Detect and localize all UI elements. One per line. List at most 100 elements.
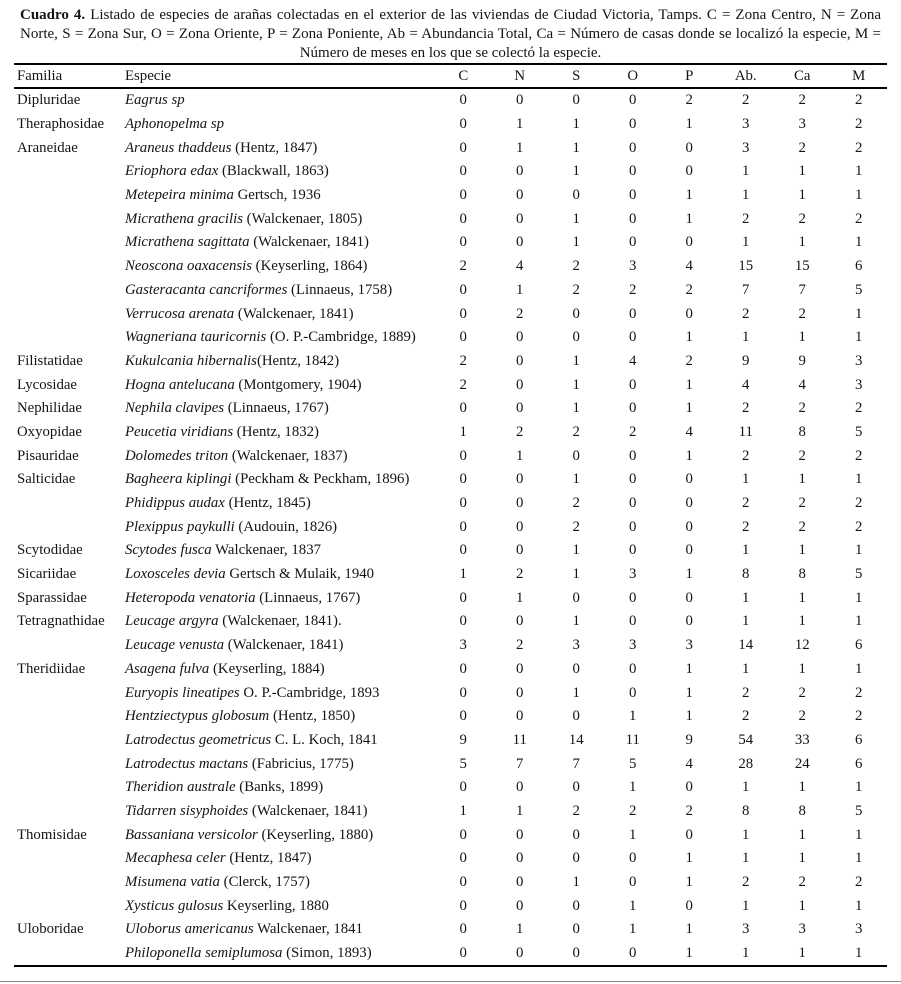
count-cell: 0 [516, 210, 524, 227]
familia-cell [14, 279, 122, 303]
count-cell: 1 [798, 589, 806, 606]
count-cell: 0 [516, 329, 524, 346]
especie-cell: Plexippus paykulli (Audouin, 1826) [125, 518, 338, 535]
count-cell: 3 [742, 116, 750, 133]
count-cell: 5 [459, 755, 467, 772]
species-name: Asagena fulva [125, 660, 210, 677]
count-cell: 5 [855, 423, 863, 440]
col-header-s: S [548, 64, 605, 89]
count-cell: 1 [572, 116, 580, 133]
count-cell: 2 [572, 495, 580, 512]
familia-cell [14, 871, 122, 895]
count-cell: 3 [629, 566, 637, 583]
count-cell: 2 [685, 802, 693, 819]
count-cell: 0 [629, 850, 637, 867]
count-cell: 2 [855, 874, 863, 891]
count-cell: 2 [685, 92, 693, 109]
count-cell: 3 [629, 258, 637, 275]
count-cell: 2 [855, 210, 863, 227]
count-cell: 0 [685, 589, 693, 606]
col-header-familia: Familia [14, 64, 122, 89]
count-cell: 2 [798, 305, 806, 322]
count-cell: 0 [516, 495, 524, 512]
familia-cell [14, 752, 122, 776]
especie-cell: Leucage argyra (Walckenaer, 1841). [125, 613, 342, 630]
col-header-ab: Ab. [717, 64, 774, 89]
especie-cell: Misumena vatia (Clerck, 1757) [125, 874, 310, 891]
count-cell: 2 [516, 305, 524, 322]
count-cell: 2 [742, 447, 750, 464]
count-cell: 1 [855, 305, 863, 322]
especie-cell: Metepeira minima Gertsch, 1936 [125, 187, 321, 204]
count-cell: 0 [516, 708, 524, 725]
count-cell: 0 [629, 329, 637, 346]
count-cell: 1 [798, 660, 806, 677]
count-cell: 0 [629, 92, 637, 109]
especie-cell: Eagrus sp [122, 88, 435, 113]
familia-cell [14, 847, 122, 871]
count-cell: 0 [459, 874, 467, 891]
count-cell: 2 [629, 281, 637, 298]
count-cell: 1 [572, 139, 580, 156]
count-cell: 1 [855, 660, 863, 677]
species-name: Tidarren sisyphoides [125, 802, 249, 819]
col-header-especie: Especie [122, 64, 435, 89]
count-cell: 1 [572, 684, 580, 701]
count-cell: 7 [572, 755, 580, 772]
table-row: Uloboridae Uloborus americanus Walckenaer… [14, 918, 887, 942]
count-cell: 4 [516, 258, 524, 275]
count-cell: 1 [798, 329, 806, 346]
familia-cell: Araneidae [17, 139, 78, 156]
count-cell: 1 [629, 826, 637, 843]
count-cell: 0 [572, 897, 580, 914]
table-row: Nephilidae Nephila clavipes (Linnaeus, 17… [14, 397, 887, 421]
count-cell: 0 [516, 400, 524, 417]
especie-cell: Dolomedes triton (Walckenaer, 1837) [125, 447, 348, 464]
species-name: Hogna antelucana [125, 376, 235, 393]
count-cell: 4 [798, 376, 806, 393]
count-cell: 1 [855, 542, 863, 559]
count-cell: 1 [685, 708, 693, 725]
count-cell: 0 [516, 874, 524, 891]
count-cell: 1 [742, 234, 750, 251]
count-cell: 1 [572, 613, 580, 630]
count-cell: 2 [629, 423, 637, 440]
count-cell: 0 [685, 163, 693, 180]
count-cell: 8 [742, 566, 750, 583]
table-row: Mecaphesa celer (Hentz, 1847) 0 0 0 0 1 1 1 1 [14, 847, 887, 871]
count-cell: 0 [516, 945, 524, 962]
col-header-p: P [661, 64, 718, 89]
count-cell: 1 [742, 471, 750, 488]
count-cell: 7 [798, 281, 806, 298]
count-cell: 0 [572, 708, 580, 725]
count-cell: 1 [798, 234, 806, 251]
familia-cell: Theraphosidae [17, 116, 105, 133]
count-cell: 8 [798, 423, 806, 440]
especie-cell: Leucage venusta (Walckenaer, 1841) [125, 637, 344, 654]
familia-cell: Salticidae [17, 471, 76, 488]
count-cell: 11 [738, 423, 753, 440]
familia-cell [14, 207, 122, 231]
species-name: Verrucosa arenata [125, 305, 235, 322]
species-table: Familia Especie C N S O P Ab. Ca M Diplu… [14, 63, 887, 968]
familia-cell: Sicariidae [17, 566, 77, 583]
col-header-ca: Ca [774, 64, 831, 89]
especie-cell: Bagheera kiplingi (Peckham & Peckham, 18… [125, 471, 410, 488]
especie-cell: Heteropoda venatoria (Linnaeus, 1767) [125, 589, 361, 606]
count-cell: 0 [629, 139, 637, 156]
count-cell: 0 [685, 471, 693, 488]
count-cell: 1 [742, 329, 750, 346]
count-cell: 2 [572, 802, 580, 819]
count-cell: 1 [572, 471, 580, 488]
count-cell: 1 [685, 684, 693, 701]
count-cell: 0 [572, 187, 580, 204]
count-cell: 2 [572, 281, 580, 298]
count-cell: 0 [629, 400, 637, 417]
count-cell: 2 [855, 92, 863, 109]
count-cell: 1 [798, 826, 806, 843]
count-cell: 3 [855, 352, 863, 369]
table-row: Thomisidae Bassaniana versicolor (Keyserl… [14, 823, 887, 847]
count-cell: 6 [855, 731, 863, 748]
count-cell: 11 [625, 731, 640, 748]
count-cell: 0 [629, 874, 637, 891]
